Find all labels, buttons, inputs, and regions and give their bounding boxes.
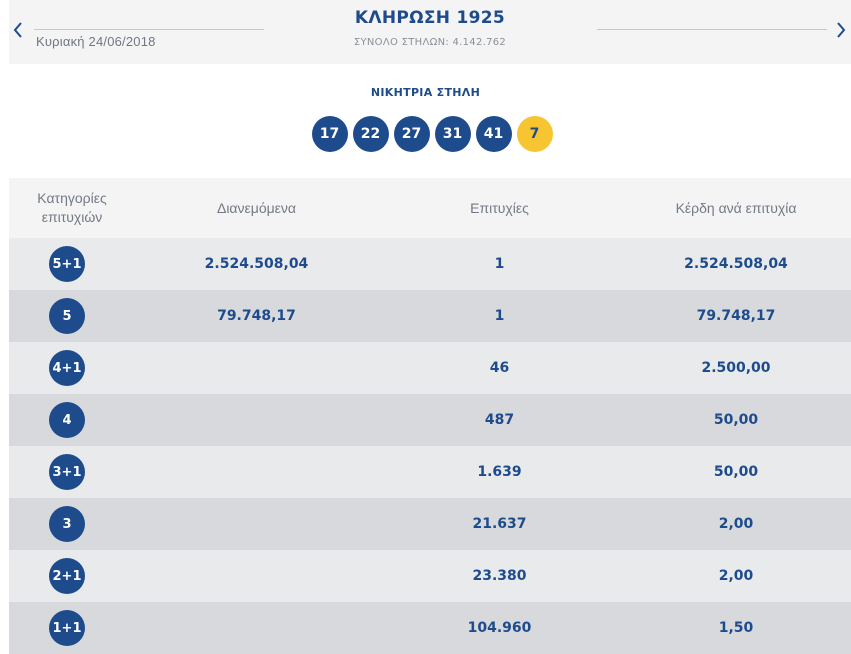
divider-left	[34, 29, 264, 30]
number-ball: 31	[434, 116, 471, 152]
winners-cell: 1.639	[477, 464, 522, 480]
category-badge: 5	[49, 298, 85, 334]
header-prize: Κέρδη ανά επιτυχία	[675, 200, 797, 216]
category-badge: 3+1	[49, 454, 85, 490]
category-badge: 5+1	[49, 246, 85, 282]
winning-numbers: 17 22 27 31 41 7	[0, 116, 851, 152]
winners-cell: 1	[494, 308, 505, 324]
prize-cell: 50,00	[713, 412, 759, 428]
header-categories: Κατηγορίες επιτυχιών	[37, 190, 107, 225]
prize-cell: 2,00	[718, 516, 754, 532]
winning-column-label: ΝΙΚΗΤΡΙΑ ΣΤΗΛΗ	[370, 86, 481, 99]
table-row: 4+1 46 2.500,00	[9, 342, 851, 394]
header-distributed: Διανεμόμενα	[216, 200, 297, 216]
chevron-left-icon[interactable]	[11, 18, 25, 42]
winners-cell: 104.960	[467, 620, 532, 636]
table-row: 1+1 104.960 1,50	[9, 602, 851, 654]
category-badge: 4+1	[49, 350, 85, 386]
winners-cell: 21.637	[472, 516, 527, 532]
table-row: 5 79.748,17 1 79.748,17	[9, 290, 851, 342]
chevron-right-icon[interactable]	[834, 18, 848, 42]
prize-cell: 2.524.508,04	[684, 256, 788, 272]
number-ball: 22	[352, 116, 389, 152]
draw-date: Κυριακή 24/06/2018	[36, 34, 156, 49]
number-ball: 27	[393, 116, 430, 152]
number-ball: 41	[475, 116, 512, 152]
header-winners: Επιτυχίες	[470, 200, 529, 216]
table-row: 5+1 2.524.508,04 1 2.524.508,04	[9, 238, 851, 290]
draw-header: Κυριακή 24/06/2018 ΚΛΗΡΩΣΗ 1925 ΣΥΝΟΛΟ Σ…	[9, 0, 851, 64]
prize-cell: 2.500,00	[701, 360, 771, 376]
number-ball: 17	[311, 116, 348, 152]
category-badge: 3	[49, 506, 85, 542]
distributed-cell: 2.524.508,04	[204, 256, 309, 272]
total-columns: ΣΥΝΟΛΟ ΣΤΗΛΩΝ: 4.142.762	[353, 37, 507, 48]
draw-title: ΚΛΗΡΩΣΗ 1925	[354, 8, 506, 28]
table-row: 3 21.637 2,00	[9, 498, 851, 550]
winners-cell: 46	[489, 360, 510, 376]
prize-cell: 1,50	[718, 620, 754, 636]
winners-cell: 1	[494, 256, 505, 272]
prize-table: Κατηγορίες επιτυχιών Διανεμόμενα Επιτυχί…	[9, 178, 851, 654]
table-row: 2+1 23.380 2,00	[9, 550, 851, 602]
winners-cell: 23.380	[472, 568, 527, 584]
joker-ball: 7	[516, 116, 553, 152]
prize-cell: 2,00	[718, 568, 754, 584]
category-badge: 2+1	[49, 558, 85, 594]
prize-cell: 50,00	[713, 464, 759, 480]
distributed-cell: 79.748,17	[217, 308, 296, 324]
table-row: 4 487 50,00	[9, 394, 851, 446]
prize-cell: 79.748,17	[696, 308, 776, 324]
category-badge: 4	[49, 402, 85, 438]
divider-right	[597, 29, 827, 30]
winners-cell: 487	[484, 412, 515, 428]
category-badge: 1+1	[49, 610, 85, 646]
table-row: 3+1 1.639 50,00	[9, 446, 851, 498]
table-header: Κατηγορίες επιτυχιών Διανεμόμενα Επιτυχί…	[9, 178, 851, 238]
